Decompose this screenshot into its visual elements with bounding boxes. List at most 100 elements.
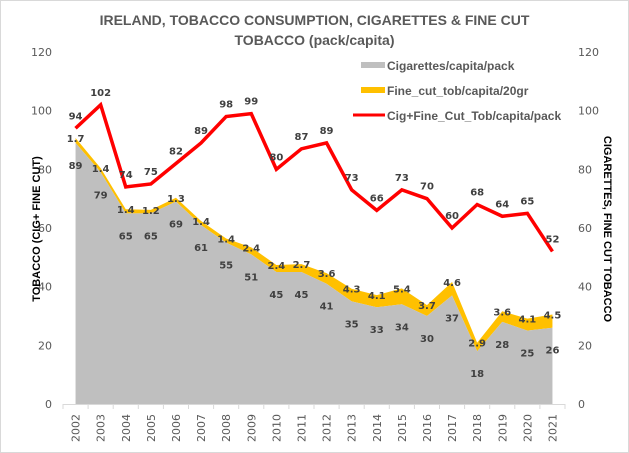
cigarettes-data-label: 89 [69,161,83,172]
y-tick-label-right: 20 [578,339,592,352]
plot-area [74,101,554,404]
cigarettes-data-label: 45 [294,290,308,301]
total-data-label: 102 [90,88,111,99]
x-tick-label: 2010 [270,414,283,442]
total-data-label: 60 [445,211,459,222]
cigarettes-data-label: 34 [395,322,409,333]
cigarettes-data-label: 65 [119,231,133,242]
fine-cut-data-label: 3.7 [418,301,436,312]
x-tick-label: 2012 [321,414,334,442]
x-tick-label: 2015 [396,414,409,442]
legend-label-fine-cut: Fine_cut_tob/capita/20gr [387,84,529,98]
cigarettes-data-label: 61 [194,243,208,254]
total-data-label: 82 [169,146,183,157]
x-tick-label: 2021 [546,414,559,442]
legend-label-total: Cig+Fine_Cut_Tob/capita/pack [387,109,561,123]
x-tick-label: 2011 [295,414,308,442]
y-tick-label-right: 40 [578,281,592,294]
total-data-label: 87 [294,132,308,143]
y-tick-label-right: 120 [578,46,599,59]
x-tick-label: 2003 [95,414,108,442]
total-data-label: 73 [395,173,409,184]
fine-cut-data-label: 1.4 [192,217,210,228]
x-tick-label: 2006 [170,414,183,442]
fine-cut-data-label: 1.2 [142,206,160,217]
fine-cut-data-label: 4.3 [343,285,361,296]
chart-title-line1: IRELAND, TOBACCO CONSUMPTION, CIGARETTES… [99,12,530,28]
y-axis-title-left: TOBACCO (CIG+ FINE CUT) [31,156,43,302]
cigarettes-data-label: 51 [244,272,258,283]
x-tick-label: 2004 [120,414,133,442]
x-tick-label: 2009 [245,414,258,442]
cigarettes-data-label: 25 [520,349,534,360]
axes: 2002 2003 2004 2005 2006 2007 2008 2009 2010 2011… [31,46,599,442]
cigarettes-data-label: 35 [345,319,359,330]
fine-cut-data-label: 2.4 [267,261,285,272]
total-data-label: 89 [194,126,208,137]
y-tick-label-right: 100 [578,105,599,118]
cigarettes-data-label: 28 [495,340,509,351]
cigarettes-data-label: 41 [320,302,334,313]
cigarettes-data-label: 65 [144,231,158,242]
x-tick-label: 2018 [471,414,484,442]
legend-swatch-fine-cut [361,87,385,93]
fine-cut-data-label: 1.3 [167,194,185,205]
total-data-label: 99 [244,97,258,108]
fine-cut-data-label: 4.1 [518,315,536,326]
fine-cut-data-label: 1.7 [67,134,85,145]
fine-cut-data-label: 1.4 [92,164,110,175]
total-data-label: 98 [219,100,233,111]
legend-swatch-cigarettes [361,62,385,68]
cigarettes-data-label: 37 [445,313,459,324]
total-data-label: 68 [470,188,484,199]
cigarettes-area [75,142,553,404]
total-data-label: 64 [495,199,509,210]
y-tick-label-left: 100 [31,105,52,118]
y-tick-label-left: 20 [38,339,52,352]
x-tick-label: 2014 [371,414,384,442]
y-axis-title-right: CIGARETTES, FINE CUT TOBACCO [601,136,613,323]
y-tick-label-right: 60 [578,222,592,235]
cigarettes-data-label: 33 [370,325,384,336]
chart-title: IRELAND, TOBACCO CONSUMPTION, CIGARETTES… [0,10,629,50]
y-tick-label-left: 40 [38,281,52,294]
x-tick-label: 2020 [521,414,534,442]
fine-cut-data-label: 2.4 [242,243,260,254]
total-data-label: 89 [320,126,334,137]
x-tick-label: 2016 [421,414,434,442]
fine-cut-data-label: 2.7 [293,260,311,271]
cigarettes-data-label: 18 [470,369,484,380]
cigarettes-data-label: 55 [219,261,233,272]
x-tick-label: 2007 [195,414,208,442]
total-data-label: 73 [345,173,359,184]
fine-cut-data-label: 4.5 [544,311,562,322]
total-data-label: 66 [370,193,384,204]
cigarettes-data-label: 26 [545,346,559,357]
x-tick-label: 2002 [70,414,83,442]
data-labels: 89 79 65 65 69 61 55 51 45 45 41 35 33 34 30 37 18 28 25 26… [67,88,562,380]
total-line [74,101,554,253]
x-tick-label: 2008 [220,414,233,442]
x-tick-label: 2019 [496,414,509,442]
fine-cut-data-label: 2.9 [468,339,486,350]
x-tick-label: 2013 [346,414,359,442]
fine-cut-data-label: 1.4 [217,235,235,246]
total-data-label: 52 [545,234,559,245]
chart-title-line2: TOBACCO (pack/capita) [234,32,395,48]
total-data-label: 80 [269,152,283,163]
total-data-label: 70 [420,182,434,193]
fine-cut-data-label: 4.6 [443,278,461,289]
y-tick-label-left: 80 [38,163,52,176]
fine-cut-data-label: 1.4 [117,205,135,216]
y-tick-label-left: 0 [45,398,52,411]
fine-cut-data-label: 5.4 [393,284,411,295]
y-tick-label-right: 0 [578,398,585,411]
cigarettes-data-label: 30 [420,334,434,345]
y-tick-label-right: 80 [578,163,592,176]
cigarettes-data-label: 45 [269,290,283,301]
total-data-label: 94 [69,111,83,122]
total-data-label: 75 [144,167,158,178]
legend-label-cigarettes: Cigarettes/capita/pack [387,59,515,73]
total-data-label: 65 [520,196,534,207]
